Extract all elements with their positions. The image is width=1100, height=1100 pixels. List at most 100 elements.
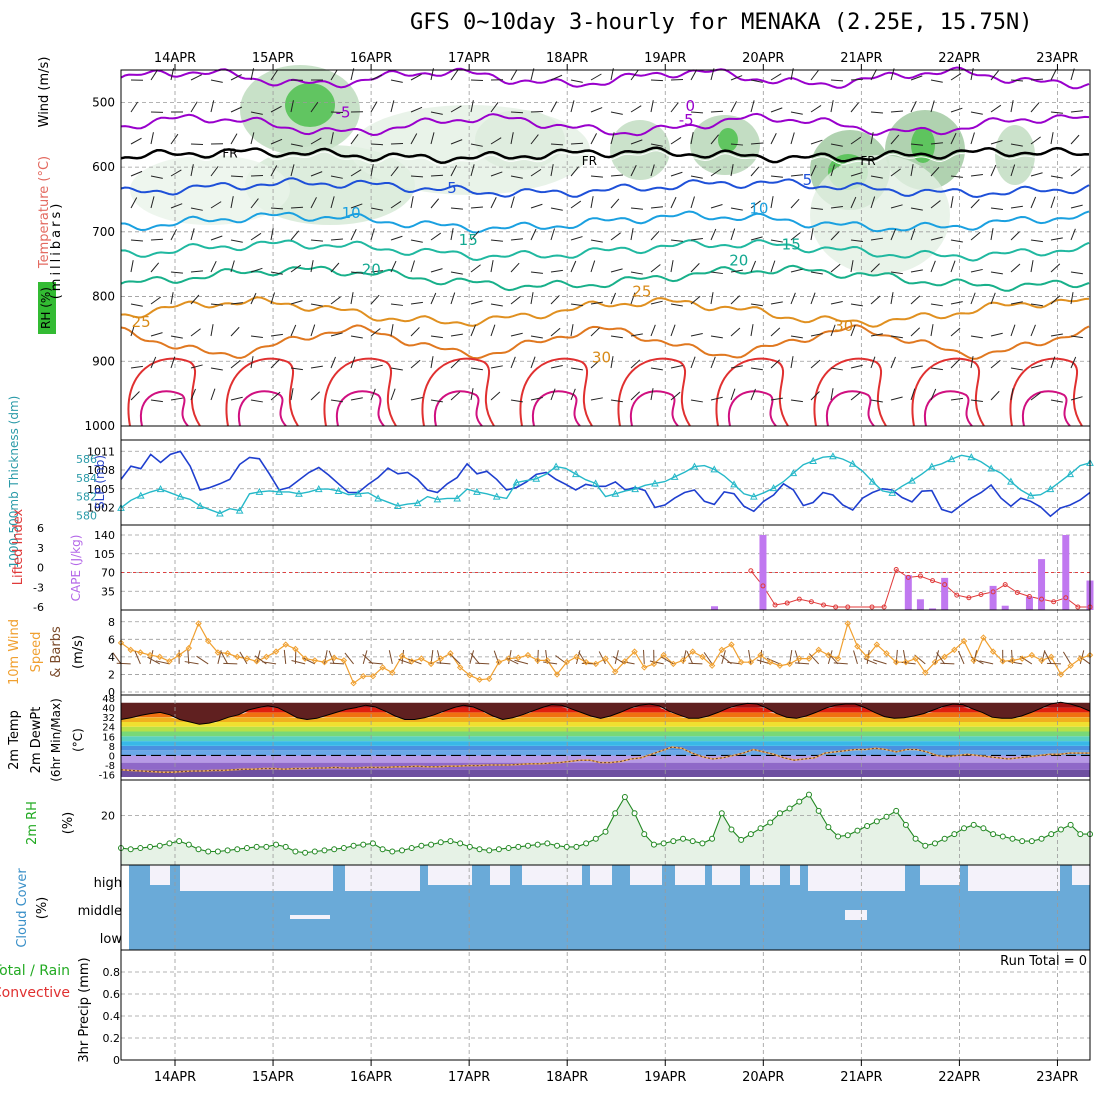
wind-barb [510,296,521,305]
wind-speed-point [863,653,871,661]
wind-barb [1030,136,1041,145]
bottom-date-label: 22APR [938,1070,980,1085]
wind-barb [530,335,543,339]
wind-barb [1030,102,1040,113]
wind-barb [650,164,655,177]
wind-barb-10m [1044,651,1052,665]
wind-barb [670,365,683,369]
wind-barb [750,324,754,337]
rh2m-point [524,842,531,849]
wind-barb [530,397,543,401]
wind-tick-label: 4 [108,651,115,664]
thickness-point [413,499,422,507]
wind-speed-point [1067,662,1074,669]
wind-speed-point [999,658,1006,665]
wind-barb [810,333,823,337]
cape-bar [1038,559,1046,610]
wind-barb [630,105,642,113]
wind-barb [590,73,602,81]
rh2m-point [902,821,909,828]
high-cloud-gap [590,865,612,885]
boundary-layer-inner-loop [531,390,581,427]
wind-barb [410,397,423,401]
wind-barb [330,175,343,179]
thickness-point [927,462,936,470]
wind-barb [190,207,203,211]
wind-speed-point [272,648,280,655]
wind-barb [470,264,481,273]
wind-barb [510,69,518,81]
contour-label: 30 [592,349,611,367]
thickness-point [512,478,521,486]
top-date-label: 14APR [154,51,196,66]
wind-barb [550,164,554,177]
wind-barb [330,296,341,305]
lifted-index-line [750,568,1090,608]
wind-barb [730,164,734,177]
wind-barb [350,228,357,241]
temp-units-label: (°C) [71,728,85,752]
wind-barb [270,391,281,401]
boundary-layer-loop [421,357,495,427]
wind-barb-10m [936,652,946,665]
wind-speed-point [631,648,638,655]
high-cloud-gap [428,865,472,885]
thickness-point [176,492,185,500]
rh2m-point [709,835,716,842]
wind-barb [830,324,836,337]
wind-barb-10m [794,662,810,665]
thickness-point [848,459,857,467]
wind-barb [910,295,921,305]
wind-barb [830,100,834,113]
wind-barb [330,196,335,209]
bottom-date-label: 21APR [840,1070,882,1085]
wind-speed-point [708,662,716,669]
wind-speed-point [825,651,832,659]
wind-barb [730,295,740,305]
slp-series-line [120,450,1091,518]
wind-speed-point [466,672,474,679]
lifted-index-point [966,595,972,601]
wind-barb [1070,396,1083,401]
wind-barb [410,73,422,81]
wind-barb [190,143,204,146]
wind-barb [230,260,235,273]
wind-barb [870,237,883,241]
wind-barb [810,359,821,369]
rh-shade-region [610,120,670,180]
rh2m-point [321,847,328,854]
wind-speed-point [776,662,784,669]
wind10m-axis-label-3: & Barbs [49,626,64,678]
lifted-index-point [905,574,911,580]
wind-barb [910,207,923,211]
wind-barb [230,133,238,145]
high-cloud-gap [790,865,800,885]
wind-barb [550,207,563,211]
wind-barb [130,303,143,307]
wind-barb-10m [872,659,887,665]
rh2m-point [941,835,948,842]
wind-barb [930,324,934,337]
cape-bar [1062,535,1070,610]
wind-speed-point [805,655,813,662]
rh2m-point [340,845,347,852]
wind-barb [310,101,319,113]
wind-barb [910,164,914,177]
wind-barb [570,200,582,209]
rh-shade-region [810,155,950,275]
wind-speed-point [941,653,948,661]
wind-barb-10m [149,650,154,665]
wind-barb [630,165,637,177]
wind-barb [150,196,155,209]
wind-barb [430,111,443,115]
wind-barb [830,205,843,209]
wind-barb [650,79,664,82]
wind-barb [170,356,176,369]
wind-barb [350,335,363,339]
temp-color-band [121,721,1090,727]
wind-barb [850,260,854,273]
wind-barb-10m [323,650,328,665]
cape-bar [904,575,912,610]
wind-barb [590,327,600,337]
wind-barb [250,198,259,209]
